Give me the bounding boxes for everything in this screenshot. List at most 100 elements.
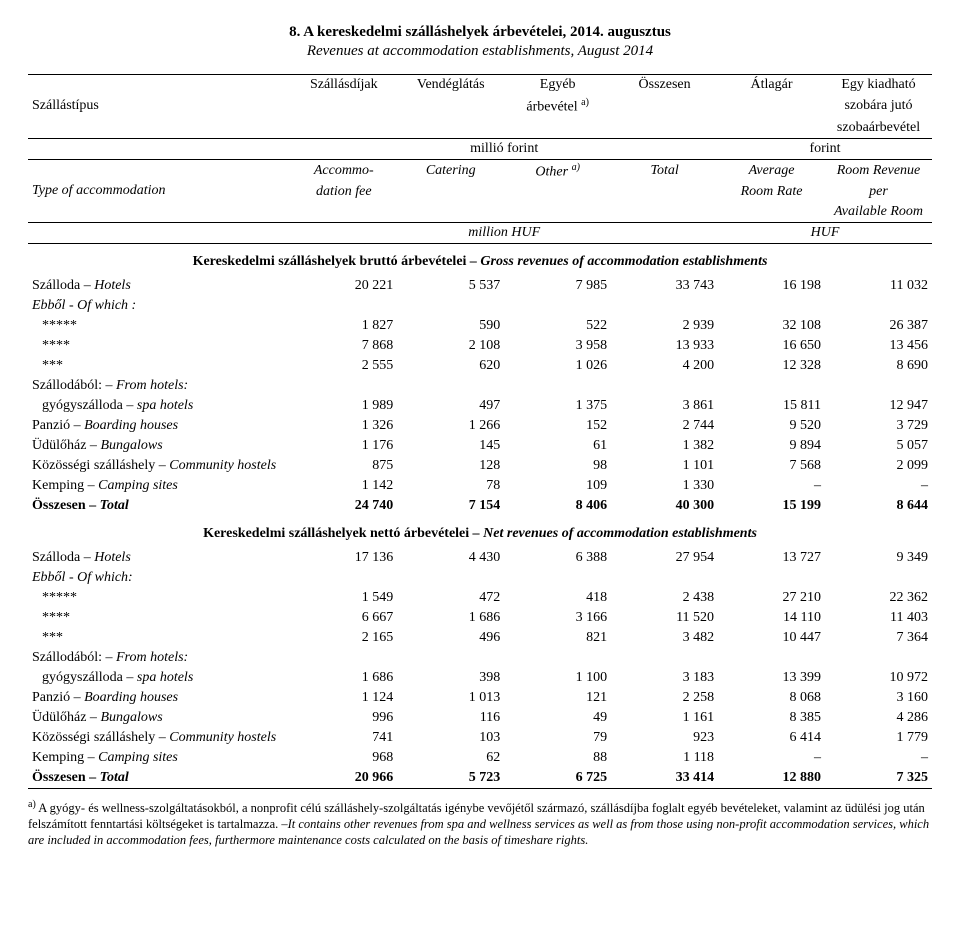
gross-cell xyxy=(290,296,397,316)
net-cell: 3 482 xyxy=(611,628,718,648)
gross-cell: 1 382 xyxy=(611,436,718,456)
net-cell xyxy=(504,648,611,668)
gross-row-label: Összesen – Total xyxy=(28,496,290,516)
gross-cell: 3 729 xyxy=(825,416,932,436)
net-row: ****6 6671 6863 16611 52014 11011 403 xyxy=(28,608,932,628)
hdr-c5-hu: Átlagár xyxy=(718,75,825,96)
hdr-rowlabel-hu: Szállástípus xyxy=(28,75,290,139)
hdr-c3-hu-l1: Egyéb xyxy=(504,75,611,96)
net-cell: 13 727 xyxy=(718,548,825,568)
hdr-c6-en-l1: Room Revenue xyxy=(825,159,932,182)
net-cell: 10 972 xyxy=(825,668,932,688)
gross-cell: – xyxy=(718,476,825,496)
net-cell: 27 210 xyxy=(718,588,825,608)
hdr-c5-en-l2: Room Rate xyxy=(718,182,825,202)
net-cell: 923 xyxy=(611,728,718,748)
net-cell: 1 549 xyxy=(290,588,397,608)
gross-row: ***2 5556201 0264 20012 3288 690 xyxy=(28,356,932,376)
gross-cell: 8 644 xyxy=(825,496,932,516)
net-cell: 2 438 xyxy=(611,588,718,608)
net-cell: 116 xyxy=(397,708,504,728)
gross-cell: 26 387 xyxy=(825,316,932,336)
net-cell: 4 286 xyxy=(825,708,932,728)
hdr-unit-en-left: million HUF xyxy=(290,223,718,244)
net-cell: 5 723 xyxy=(397,768,504,789)
gross-cell xyxy=(718,376,825,396)
gross-row: Szálloda – Hotels20 2215 5377 98533 7431… xyxy=(28,276,932,296)
net-cell: 996 xyxy=(290,708,397,728)
gross-cell: 32 108 xyxy=(718,316,825,336)
net-cell: 968 xyxy=(290,748,397,768)
net-cell: 12 880 xyxy=(718,768,825,789)
net-cell xyxy=(397,648,504,668)
net-cell: 11 403 xyxy=(825,608,932,628)
net-cell: 6 414 xyxy=(718,728,825,748)
net-cell: 3 160 xyxy=(825,688,932,708)
gross-cell: 5 537 xyxy=(397,276,504,296)
net-cell xyxy=(290,648,397,668)
net-row: Üdülőház – Bungalows996116491 1618 3854 … xyxy=(28,708,932,728)
net-cell: 62 xyxy=(397,748,504,768)
hdr-c6-hu-l2: szobára jutó xyxy=(825,95,932,118)
gross-cell: 2 939 xyxy=(611,316,718,336)
gross-row-label: ***** xyxy=(28,316,290,336)
gross-row-label: Kemping – Camping sites xyxy=(28,476,290,496)
hdr-c1-en-l2: dation fee xyxy=(290,182,397,202)
net-cell: 6 667 xyxy=(290,608,397,628)
gross-cell: 5 057 xyxy=(825,436,932,456)
gross-cell xyxy=(504,376,611,396)
gross-cell: 152 xyxy=(504,416,611,436)
gross-row-label: Közösségi szálláshely – Community hostel… xyxy=(28,456,290,476)
gross-cell: 1 330 xyxy=(611,476,718,496)
net-cell: 1 686 xyxy=(397,608,504,628)
gross-cell: 1 101 xyxy=(611,456,718,476)
section-net-title: Kereskedelmi szálláshelyek nettó árbevét… xyxy=(28,516,932,548)
gross-row: Üdülőház – Bungalows1 176145611 3829 894… xyxy=(28,436,932,456)
net-cell: 88 xyxy=(504,748,611,768)
net-cell: 6 388 xyxy=(504,548,611,568)
gross-cell: 8 690 xyxy=(825,356,932,376)
net-row-label: Szállodából: – From hotels: xyxy=(28,648,290,668)
gross-cell: 20 221 xyxy=(290,276,397,296)
net-row-label: Ebből - Of which: xyxy=(28,568,290,588)
hdr-c6-hu-l1: Egy kiadható xyxy=(825,75,932,96)
gross-cell xyxy=(611,296,718,316)
net-cell: 103 xyxy=(397,728,504,748)
gross-cell: 78 xyxy=(397,476,504,496)
gross-cell: 15 199 xyxy=(718,496,825,516)
net-row: Ebből - Of which: xyxy=(28,568,932,588)
hdr-unit-en-right: HUF xyxy=(718,223,932,244)
net-row-label: Szálloda – Hotels xyxy=(28,548,290,568)
gross-cell xyxy=(611,376,718,396)
net-cell: 13 399 xyxy=(718,668,825,688)
gross-cell: 13 456 xyxy=(825,336,932,356)
net-cell: 1 779 xyxy=(825,728,932,748)
gross-row: *****1 8275905222 93932 10826 387 xyxy=(28,316,932,336)
net-row-label: ***** xyxy=(28,588,290,608)
net-cell: 49 xyxy=(504,708,611,728)
net-cell xyxy=(825,648,932,668)
gross-cell xyxy=(397,376,504,396)
gross-cell: 7 868 xyxy=(290,336,397,356)
hdr-c6-hu-l3: szobaárbevétel xyxy=(825,118,932,139)
gross-row-label: Ebből - Of which : xyxy=(28,296,290,316)
gross-cell: 3 958 xyxy=(504,336,611,356)
net-row-label: Üdülőház – Bungalows xyxy=(28,708,290,728)
net-row: Szálloda – Hotels17 1364 4306 38827 9541… xyxy=(28,548,932,568)
net-row: *****1 5494724182 43827 21022 362 xyxy=(28,588,932,608)
net-row: Összesen – Total20 9665 7236 72533 41412… xyxy=(28,768,932,789)
hdr-c6-en-l2: per xyxy=(825,182,932,202)
page-subtitle: Revenues at accommodation establishments… xyxy=(28,43,932,60)
net-cell xyxy=(718,568,825,588)
net-cell: 9 349 xyxy=(825,548,932,568)
net-row-label: **** xyxy=(28,608,290,628)
gross-cell: 1 375 xyxy=(504,396,611,416)
gross-cell: 128 xyxy=(397,456,504,476)
gross-row: gyógyszálloda – spa hotels1 9894971 3753… xyxy=(28,396,932,416)
gross-row-label: Üdülőház – Bungalows xyxy=(28,436,290,456)
net-cell: 2 165 xyxy=(290,628,397,648)
gross-cell: 16 650 xyxy=(718,336,825,356)
revenue-table: Szállástípus Szállásdíjak Vendéglátás Eg… xyxy=(28,74,932,789)
gross-cell: 3 861 xyxy=(611,396,718,416)
gross-cell: 33 743 xyxy=(611,276,718,296)
